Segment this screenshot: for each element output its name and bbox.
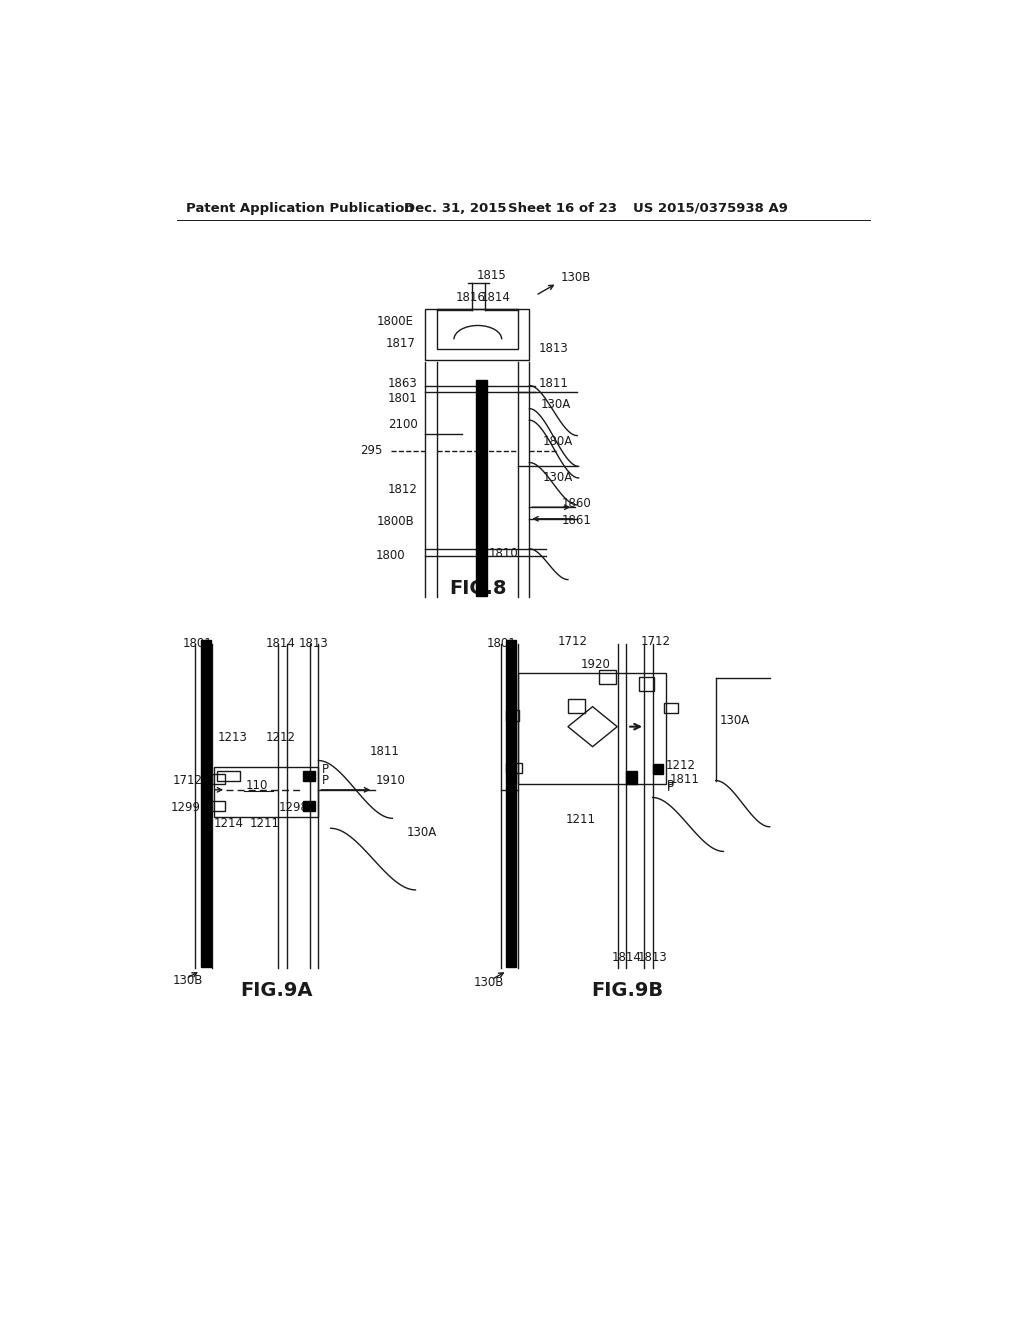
Text: 1811: 1811 bbox=[370, 744, 399, 758]
Text: 1712: 1712 bbox=[640, 635, 671, 648]
Text: 1817: 1817 bbox=[385, 337, 416, 350]
Text: 1810: 1810 bbox=[488, 546, 518, 560]
Text: P: P bbox=[322, 763, 329, 776]
Bar bbox=[303, 801, 315, 812]
Text: 1814: 1814 bbox=[265, 638, 295, 649]
Bar bbox=[639, 677, 654, 692]
Text: Sheet 16 of 23: Sheet 16 of 23 bbox=[508, 202, 616, 215]
Bar bbox=[665, 702, 678, 713]
Bar bbox=[599, 669, 616, 684]
Bar bbox=[212, 774, 224, 784]
Text: 1813: 1813 bbox=[637, 952, 667, 964]
Text: 1910: 1910 bbox=[376, 774, 406, 787]
Bar bbox=[506, 640, 516, 966]
Bar bbox=[437, 309, 518, 350]
Text: 110: 110 bbox=[246, 779, 268, 792]
Text: 295: 295 bbox=[360, 445, 382, 458]
Text: 1800E: 1800E bbox=[376, 315, 414, 329]
Text: 1813: 1813 bbox=[298, 638, 328, 649]
Bar bbox=[568, 700, 585, 713]
Text: 1213: 1213 bbox=[217, 731, 248, 744]
Bar bbox=[652, 764, 664, 775]
Bar bbox=[506, 763, 522, 774]
Text: FIG.9B: FIG.9B bbox=[591, 981, 664, 999]
Text: 130B: 130B bbox=[173, 974, 204, 987]
Text: P: P bbox=[322, 774, 329, 787]
Text: 1712: 1712 bbox=[558, 635, 588, 648]
Text: 1801: 1801 bbox=[183, 638, 213, 649]
Text: P: P bbox=[668, 779, 674, 792]
Bar bbox=[303, 771, 315, 780]
Text: FIG.8: FIG.8 bbox=[450, 578, 507, 598]
Text: 1800B: 1800B bbox=[376, 515, 414, 528]
Text: 1214: 1214 bbox=[214, 817, 244, 830]
Text: US 2015/0375938 A9: US 2015/0375938 A9 bbox=[634, 202, 788, 215]
Text: 130B: 130B bbox=[473, 975, 504, 989]
Text: 1815: 1815 bbox=[477, 269, 507, 282]
Text: 1860: 1860 bbox=[562, 496, 592, 510]
Text: 130A: 130A bbox=[720, 714, 750, 727]
Text: 1211: 1211 bbox=[565, 813, 596, 825]
Bar bbox=[214, 767, 318, 817]
Text: 1212: 1212 bbox=[265, 731, 295, 744]
Text: 1211: 1211 bbox=[250, 817, 280, 830]
Text: 1812: 1812 bbox=[388, 483, 418, 496]
Text: 1863: 1863 bbox=[388, 376, 418, 389]
Text: 1801: 1801 bbox=[388, 392, 418, 405]
Text: 1813: 1813 bbox=[539, 342, 568, 355]
Text: 1811: 1811 bbox=[539, 376, 568, 389]
Text: 1712: 1712 bbox=[173, 774, 203, 787]
Text: 130A: 130A bbox=[543, 471, 572, 484]
Bar bbox=[476, 380, 487, 595]
Text: 1800: 1800 bbox=[376, 549, 406, 562]
Text: 1801: 1801 bbox=[486, 638, 516, 649]
Text: 180A: 180A bbox=[543, 436, 572, 449]
Text: 2100: 2100 bbox=[388, 417, 418, 430]
Text: 1816: 1816 bbox=[456, 290, 485, 304]
Text: 1811: 1811 bbox=[670, 774, 699, 787]
Text: Dec. 31, 2015: Dec. 31, 2015 bbox=[403, 202, 507, 215]
Text: 1298: 1298 bbox=[279, 801, 308, 814]
Text: P: P bbox=[668, 781, 674, 795]
Text: 1861: 1861 bbox=[562, 513, 592, 527]
Text: 1814: 1814 bbox=[611, 952, 642, 964]
Bar bbox=[627, 771, 637, 784]
Text: 130B: 130B bbox=[560, 271, 591, 284]
Text: 1814: 1814 bbox=[481, 290, 511, 304]
Bar bbox=[425, 309, 529, 360]
Bar bbox=[217, 771, 240, 780]
Bar bbox=[201, 640, 211, 966]
Text: 1299: 1299 bbox=[171, 801, 201, 814]
Bar bbox=[506, 710, 519, 721]
Text: Patent Application Publication: Patent Application Publication bbox=[186, 202, 414, 215]
Bar bbox=[518, 673, 666, 784]
Bar bbox=[212, 801, 224, 812]
Text: 130A: 130A bbox=[541, 399, 571, 412]
Text: 130A: 130A bbox=[407, 825, 436, 838]
Text: 1212: 1212 bbox=[666, 759, 695, 772]
Text: 1920: 1920 bbox=[581, 657, 610, 671]
Text: FIG.9A: FIG.9A bbox=[241, 981, 313, 999]
